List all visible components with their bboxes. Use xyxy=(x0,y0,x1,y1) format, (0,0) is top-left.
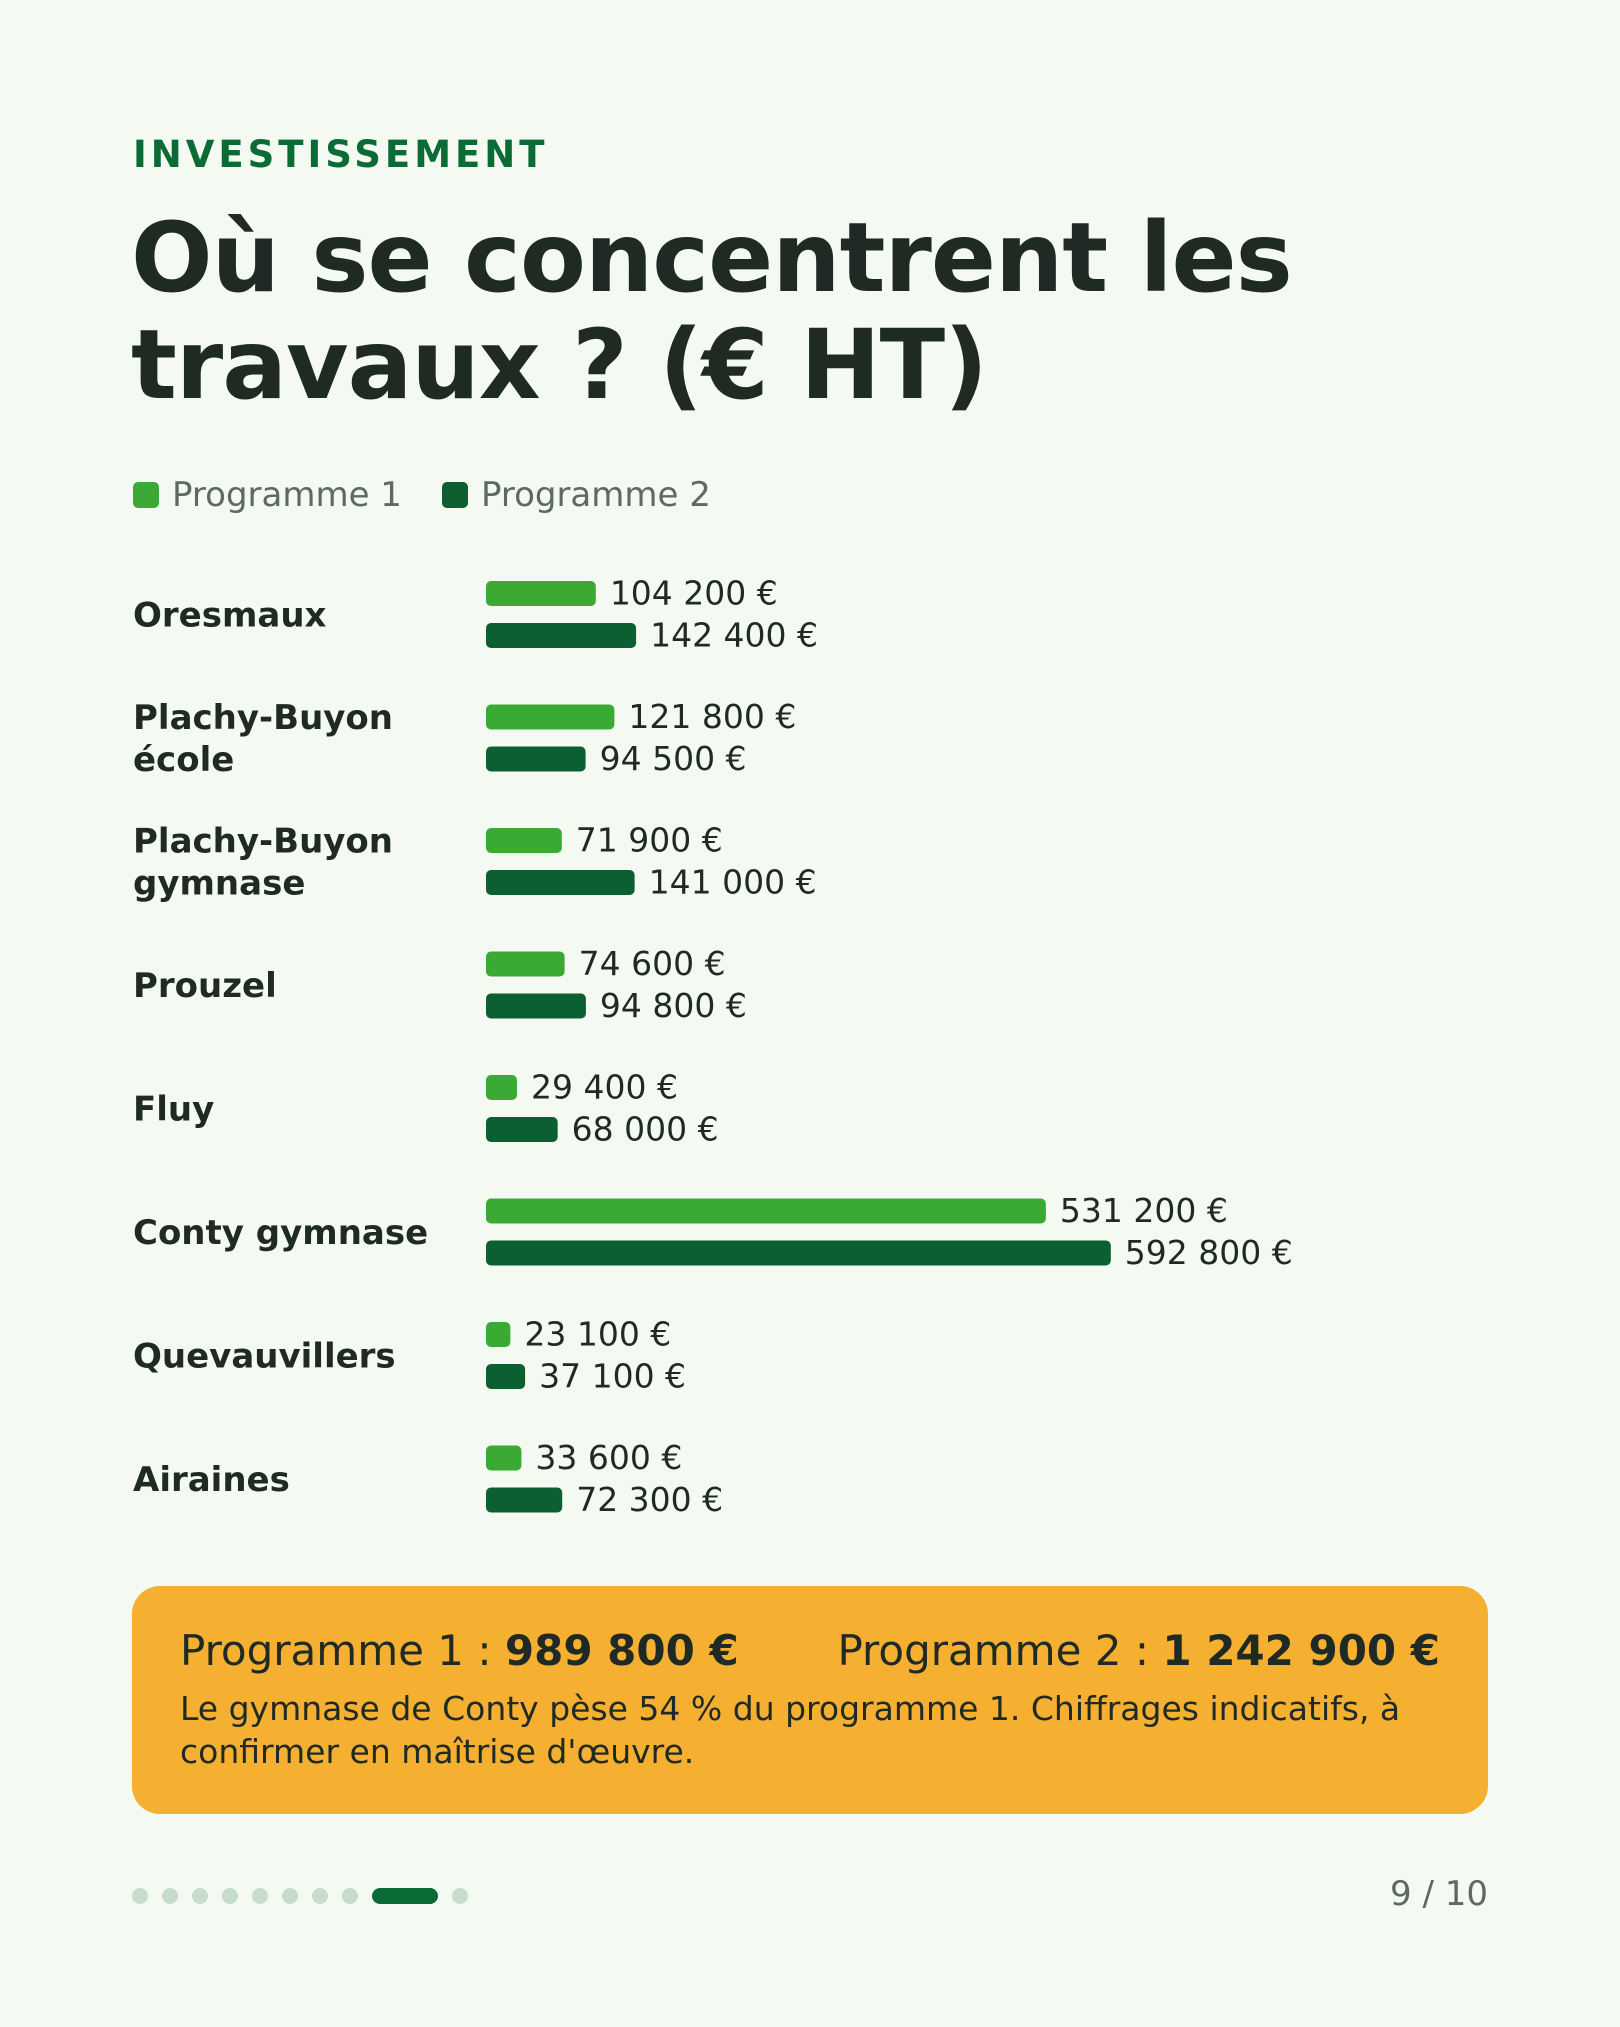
bar-programme-1 xyxy=(486,1322,511,1347)
bar-programme-2 xyxy=(486,1240,1111,1266)
category-label: Plachy-Buyon xyxy=(133,698,393,738)
bar-programme-2 xyxy=(486,1487,563,1513)
page-dot[interactable] xyxy=(282,1888,298,1904)
bar-programme-1 xyxy=(486,704,615,730)
value-label-programme-2: 37 100 € xyxy=(539,1357,686,1396)
bar-programme-2 xyxy=(486,870,635,895)
value-label-programme-1: 121 800 € xyxy=(628,697,796,736)
value-label-programme-1: 74 600 € xyxy=(579,944,726,983)
total-programme-1: Programme 1 : 989 800 € xyxy=(180,1626,739,1675)
page-dot[interactable] xyxy=(162,1888,178,1904)
value-label-programme-2: 141 000 € xyxy=(649,863,817,902)
value-label-programme-1: 29 400 € xyxy=(531,1068,678,1107)
page-dot-active[interactable] xyxy=(372,1888,438,1904)
value-label-programme-2: 68 000 € xyxy=(572,1110,719,1149)
bar-programme-1 xyxy=(486,828,562,853)
legend-item-programme-1: Programme 1 xyxy=(133,475,402,515)
category-label: école xyxy=(133,740,234,780)
section-eyebrow: INVESTISSEMENT xyxy=(133,133,549,176)
summary-panel: Programme 1 : 989 800 € Programme 2 : 1 … xyxy=(132,1586,1488,1814)
value-label-programme-1: 71 900 € xyxy=(576,821,723,860)
value-label-programme-1: 33 600 € xyxy=(535,1438,682,1477)
total-programme-2-value: 1 242 900 € xyxy=(1162,1626,1440,1675)
legend-swatch-programme-2 xyxy=(441,482,468,508)
page-dot[interactable] xyxy=(342,1888,358,1904)
legend-item-programme-2: Programme 2 xyxy=(441,475,711,515)
bar-programme-1 xyxy=(486,951,565,977)
page-dot[interactable] xyxy=(452,1888,468,1904)
bar-programme-2 xyxy=(486,993,586,1019)
summary-note: Le gymnase de Conty pèse 54 % du program… xyxy=(180,1689,1401,1771)
legend-label-programme-2: Programme 2 xyxy=(480,475,711,515)
page-number: 9 / 10 xyxy=(1390,1874,1488,1914)
value-label-programme-1: 531 200 € xyxy=(1060,1191,1228,1230)
total-programme-2-label: Programme 2 : xyxy=(837,1626,1163,1675)
category-label: Oresmaux xyxy=(133,596,327,636)
bar-programme-2 xyxy=(486,623,637,648)
chart-legend: Programme 1 Programme 2 xyxy=(133,475,711,515)
legend-swatch-programme-1 xyxy=(133,482,159,508)
bar-programme-1 xyxy=(486,1198,1046,1224)
value-label-programme-2: 94 800 € xyxy=(600,986,747,1025)
value-label-programme-1: 104 200 € xyxy=(610,574,778,613)
page-title-line-1: Où se concentrent les xyxy=(131,202,1293,314)
total-programme-2: Programme 2 : 1 242 900 € xyxy=(837,1626,1440,1675)
page-title-line-2: travaux ? (€ HT) xyxy=(131,309,988,421)
category-label: Fluy xyxy=(133,1090,214,1130)
page-title: Où se concentrent les travaux ? (€ HT) xyxy=(131,205,1531,419)
category-label: Plachy-Buyon xyxy=(133,822,393,862)
page-dot[interactable] xyxy=(222,1888,238,1904)
page-dot[interactable] xyxy=(192,1888,208,1904)
page-dot[interactable] xyxy=(312,1888,328,1904)
bar-programme-1 xyxy=(486,581,596,606)
category-label: Quevauvillers xyxy=(133,1337,396,1377)
value-label-programme-2: 72 300 € xyxy=(576,1480,723,1519)
value-label-programme-1: 23 100 € xyxy=(524,1315,671,1354)
legend-label-programme-1: Programme 1 xyxy=(172,475,402,515)
bar-programme-2 xyxy=(486,746,586,772)
total-programme-1-value: 989 800 € xyxy=(504,1626,739,1675)
category-label: gymnase xyxy=(133,864,305,904)
category-label: Airaines xyxy=(133,1460,290,1500)
value-label-programme-2: 94 500 € xyxy=(600,739,747,778)
value-label-programme-2: 142 400 € xyxy=(650,616,818,655)
bar-programme-1 xyxy=(486,1445,522,1471)
category-label: Conty gymnase xyxy=(133,1213,428,1253)
category-label: Prouzel xyxy=(133,966,277,1006)
bar-programme-1 xyxy=(486,1075,517,1100)
totals-row: Programme 1 : 989 800 € Programme 2 : 1 … xyxy=(180,1626,1440,1675)
bar-programme-2 xyxy=(486,1364,526,1389)
page-dot[interactable] xyxy=(252,1888,268,1904)
value-label-programme-2: 592 800 € xyxy=(1125,1233,1293,1272)
page-dot[interactable] xyxy=(132,1888,148,1904)
bar-programme-2 xyxy=(486,1117,558,1142)
total-programme-1-label: Programme 1 : xyxy=(180,1626,505,1675)
pagination-dots xyxy=(132,1888,468,1904)
